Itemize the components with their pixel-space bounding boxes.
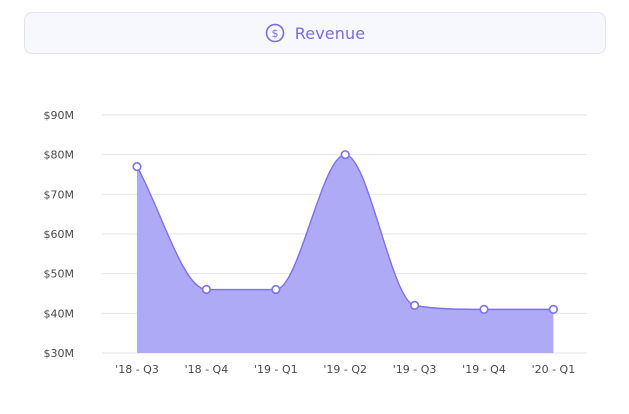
svg-text:$: $ [271,27,278,40]
area-series [136,153,554,353]
x-tick-label: '19 - Q1 [254,363,298,376]
x-tick-label: '19 - Q4 [462,363,506,376]
data-point-markers[interactable] [132,150,559,314]
data-point[interactable] [132,161,142,172]
y-tick-label: $70M [44,188,75,201]
x-tick-label: '20 - Q1 [532,363,576,376]
y-tick-label: $80M [44,149,75,162]
dollar-circle-icon: $ [265,23,285,43]
data-point[interactable] [410,300,420,311]
y-tick-label: $40M [44,307,75,320]
data-point[interactable] [201,284,211,295]
y-axis-tick-labels: $30M $40M $50M $60M $70M $80M $90M [44,109,75,360]
x-axis-tick-labels: '18 - Q3 '18 - Q4 '19 - Q1 '19 - Q2 '19 - Q3… [115,363,575,376]
y-tick-label: $60M [44,228,75,241]
x-tick-label: '18 - Q3 [115,363,159,376]
revenue-tab-label: Revenue [294,23,366,43]
data-point[interactable] [271,284,281,295]
x-tick-label: '19 - Q2 [323,363,367,376]
data-point[interactable] [548,304,559,314]
y-tick-label: $90M [44,109,75,122]
y-tick-label: $50M [44,268,75,281]
data-point[interactable] [479,304,489,314]
revenue-tab[interactable]: $ Revenue [24,12,606,54]
x-tick-label: '18 - Q4 [185,363,229,376]
y-tick-label: $30M [44,347,75,360]
x-tick-label: '19 - Q3 [393,363,437,376]
data-point[interactable] [340,150,350,160]
area-fill [137,154,554,353]
